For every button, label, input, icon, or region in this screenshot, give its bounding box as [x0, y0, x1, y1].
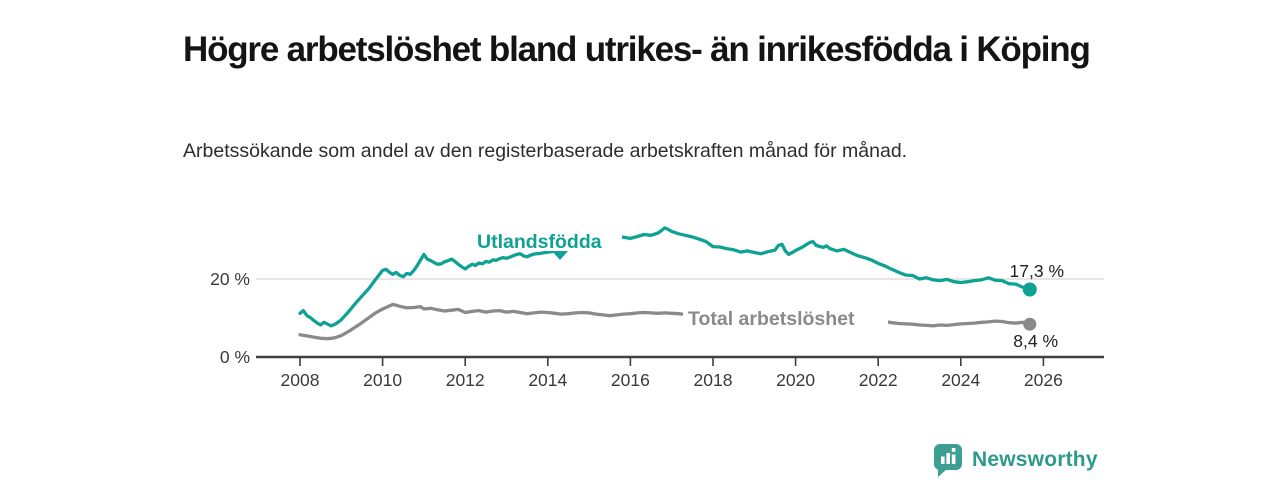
caret-down-icon: [552, 251, 568, 260]
y-tick-label-0: 0 %: [220, 347, 250, 367]
series-label-total-arbetsloshet: Total arbetslöshet: [688, 308, 855, 330]
end-dot-total: [1023, 317, 1037, 331]
x-tick-label: 2010: [363, 370, 402, 390]
end-value-total: 8,4 %: [1013, 331, 1058, 351]
x-tick-label: 2024: [941, 370, 980, 390]
line-total-arbetsloshet: [298, 302, 1032, 341]
x-axis-ticks: 2008 2010 2012 2014 2016 2018 2020 2022 2024 2026: [281, 358, 1063, 390]
label-mask-utlandsfodda: [472, 228, 622, 251]
x-tick-label: 2012: [446, 370, 485, 390]
x-tick-label: 2008: [281, 370, 320, 390]
x-tick-label: 2020: [776, 370, 815, 390]
chart-subtitle: Arbetssökande som andel av den registerb…: [183, 139, 908, 162]
x-tick-label: 2016: [611, 370, 650, 390]
x-tick-label: 2022: [859, 370, 898, 390]
y-tick-label-20: 20 %: [210, 269, 250, 289]
x-tick-label: 2014: [528, 370, 567, 390]
series-label-utlandsfodda: Utlandsfödda: [477, 231, 602, 253]
newsworthy-logo-icon: [934, 444, 962, 477]
page-title: Högre arbetslöshet bland utrikes- än inr…: [183, 30, 1091, 70]
end-dot-utlandsfodda: [1022, 282, 1037, 297]
newsworthy-brand[interactable]: Newsworthy: [933, 442, 1098, 478]
label-mask-total: [683, 306, 888, 329]
series-lines: [298, 226, 1032, 341]
line-utlandsfodda: [298, 226, 1032, 328]
end-value-utlandsfodda: 17,3 %: [1010, 261, 1064, 281]
x-tick-label: 2018: [694, 370, 733, 390]
x-tick-label: 2026: [1024, 370, 1063, 390]
brand-name: Newsworthy: [972, 448, 1098, 471]
